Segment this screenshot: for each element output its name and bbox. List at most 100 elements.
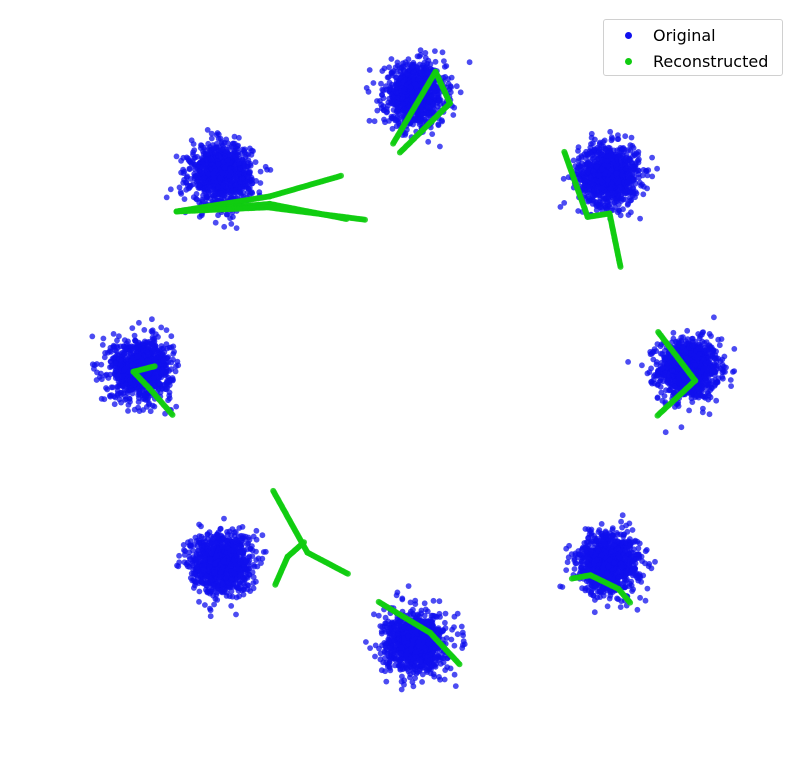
original-point — [396, 80, 402, 87]
original-point — [695, 383, 702, 390]
original-point — [720, 375, 726, 382]
original-point — [466, 59, 473, 66]
original-point — [672, 378, 679, 384]
original-point — [628, 134, 635, 141]
original-point — [168, 333, 175, 340]
original-point — [404, 71, 411, 78]
original-point — [398, 88, 404, 94]
original-point — [448, 84, 454, 91]
original-point — [619, 152, 626, 159]
original-point — [415, 116, 421, 123]
original-point — [113, 353, 119, 360]
original-point — [113, 348, 120, 355]
original-point — [719, 361, 726, 368]
original-point — [163, 327, 170, 333]
original-point — [198, 142, 205, 149]
original-point — [146, 401, 152, 408]
original-point — [713, 397, 720, 404]
original-point — [415, 75, 422, 82]
original-point — [658, 389, 665, 396]
original-point — [658, 350, 664, 357]
original-point — [190, 141, 197, 147]
original-point — [186, 165, 193, 172]
original-series — [89, 47, 738, 693]
original-point — [147, 408, 154, 415]
original-point — [121, 350, 128, 357]
original-point — [622, 166, 629, 172]
original-point — [413, 82, 420, 89]
original-point — [149, 316, 155, 323]
original-point — [432, 58, 439, 65]
original-point — [669, 367, 676, 374]
original-point — [203, 192, 210, 199]
original-point — [400, 94, 406, 100]
original-point — [624, 201, 631, 208]
original-point — [173, 403, 180, 410]
original-cluster — [163, 126, 274, 232]
original-point — [215, 161, 222, 168]
original-point — [166, 392, 173, 399]
original-point — [683, 348, 689, 355]
original-point — [168, 359, 175, 366]
original-point — [720, 368, 727, 375]
original-point — [659, 365, 666, 372]
original-point — [129, 361, 136, 368]
original-point — [624, 179, 631, 186]
original-point — [252, 159, 259, 166]
original-point — [89, 361, 96, 368]
original-point — [246, 169, 253, 176]
original-point — [208, 156, 215, 163]
original-point — [439, 49, 446, 56]
original-point — [429, 131, 436, 138]
original-point — [694, 355, 701, 362]
original-point — [696, 351, 703, 357]
original-point — [596, 145, 603, 152]
original-point — [233, 225, 240, 232]
original-point — [199, 156, 206, 163]
original-point — [629, 143, 636, 149]
original-point — [610, 160, 617, 166]
original-point — [700, 329, 706, 335]
original-point — [649, 154, 655, 161]
original-point — [227, 169, 234, 175]
original-point — [699, 338, 706, 345]
original-point — [704, 368, 711, 374]
original-point — [708, 333, 714, 339]
original-point — [178, 190, 185, 197]
original-point — [588, 130, 595, 137]
original-point — [640, 191, 647, 198]
original-point — [409, 94, 415, 100]
original-point — [382, 119, 388, 126]
original-point — [184, 173, 191, 180]
original-point — [100, 335, 107, 342]
original-point — [570, 157, 577, 164]
original-point — [661, 372, 667, 379]
original-point — [615, 136, 622, 143]
original-point — [212, 196, 218, 203]
original-point — [371, 118, 378, 125]
original-point — [657, 343, 664, 350]
original-point — [700, 393, 706, 399]
original-point — [586, 184, 593, 191]
original-point — [115, 390, 121, 397]
original-point — [593, 163, 600, 170]
original-point — [129, 325, 136, 331]
original-point — [248, 151, 255, 158]
original-point — [644, 370, 651, 377]
original-point — [730, 369, 736, 375]
original-point — [160, 357, 167, 364]
original-point — [111, 401, 118, 408]
original-point — [200, 175, 207, 182]
original-point — [597, 177, 604, 184]
original-point — [390, 68, 397, 74]
original-point — [227, 215, 234, 222]
original-point — [136, 408, 143, 414]
original-point — [116, 333, 122, 340]
original-point — [417, 47, 424, 54]
original-point — [430, 84, 437, 90]
original-point — [670, 329, 677, 336]
original-point — [109, 384, 116, 391]
original-point — [453, 83, 460, 90]
original-point — [134, 353, 141, 360]
